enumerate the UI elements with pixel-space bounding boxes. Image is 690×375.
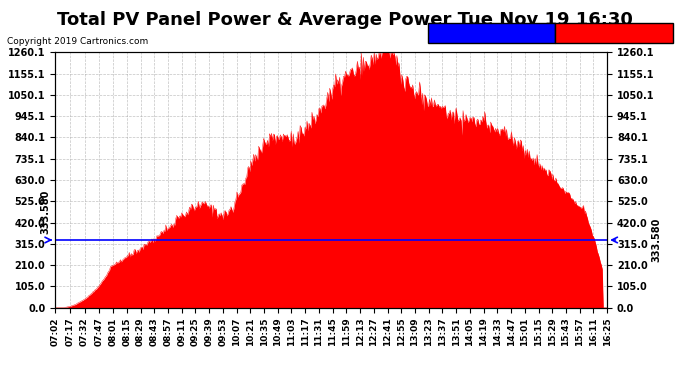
Text: PV Panels  (DC Watts): PV Panels (DC Watts) <box>559 28 671 37</box>
Text: 333.580: 333.580 <box>651 218 661 262</box>
Text: 333.580: 333.580 <box>40 189 50 234</box>
Text: Copyright 2019 Cartronics.com: Copyright 2019 Cartronics.com <box>7 38 148 46</box>
Text: Average  (DC Watts): Average (DC Watts) <box>431 28 535 37</box>
Text: Total PV Panel Power & Average Power Tue Nov 19 16:30: Total PV Panel Power & Average Power Tue… <box>57 11 633 29</box>
